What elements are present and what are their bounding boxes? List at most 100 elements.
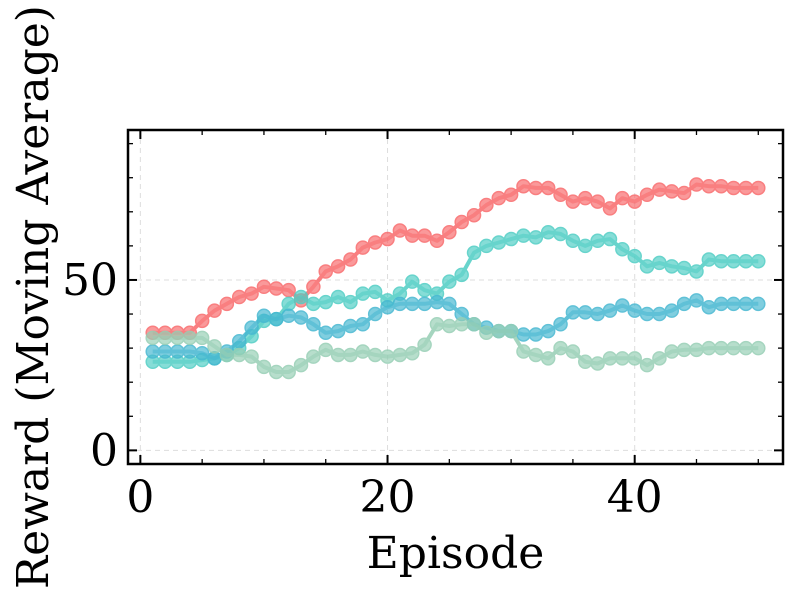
- series-point: [355, 286, 371, 301]
- series-point: [330, 259, 346, 274]
- x-axis-label: Episode: [367, 528, 545, 579]
- series-4: [145, 317, 766, 380]
- series-point: [404, 228, 420, 243]
- series-point: [244, 349, 259, 364]
- series-point: [269, 364, 284, 380]
- series-point: [256, 359, 272, 375]
- series-point: [442, 318, 457, 334]
- series-point: [306, 279, 321, 295]
- series-point: [676, 342, 692, 358]
- series-point: [664, 344, 680, 359]
- series-point: [281, 364, 296, 380]
- series-point: [479, 325, 494, 341]
- series-point: [627, 303, 642, 318]
- series-point: [751, 340, 766, 356]
- series-point: [466, 245, 482, 260]
- series-point: [417, 282, 432, 298]
- series-point: [330, 323, 346, 339]
- series-point: [676, 185, 692, 201]
- series-point: [256, 279, 272, 295]
- series-3: [145, 293, 766, 366]
- series-point: [701, 178, 717, 194]
- series-point: [615, 242, 630, 257]
- series-point: [516, 178, 531, 194]
- series-point: [726, 253, 741, 269]
- series-point: [639, 357, 655, 373]
- series-point: [578, 190, 593, 206]
- series-point: [528, 347, 544, 363]
- series-point: [207, 339, 222, 354]
- series-point: [726, 340, 741, 356]
- series-point: [429, 294, 445, 310]
- series-point: [454, 267, 469, 283]
- series-point: [639, 187, 655, 203]
- series-point: [417, 296, 432, 312]
- series-point: [540, 351, 556, 366]
- series-point: [713, 178, 729, 194]
- series-point: [553, 226, 568, 242]
- series-point: [602, 231, 618, 247]
- series-point: [615, 298, 630, 313]
- series-point: [269, 281, 284, 296]
- series-point: [578, 354, 593, 370]
- series-point: [565, 194, 581, 209]
- axis-ticks: 0 20 40 0 50: [62, 130, 783, 523]
- series-point: [503, 323, 519, 339]
- series-point: [231, 347, 247, 363]
- series-point: [751, 253, 766, 269]
- series-point: [380, 349, 395, 364]
- series-point: [565, 305, 581, 320]
- series-point: [639, 259, 655, 274]
- series-point: [318, 342, 333, 358]
- series-point: [367, 306, 383, 322]
- series-point: [664, 303, 680, 318]
- series-point: [553, 317, 568, 332]
- series-point: [231, 289, 247, 305]
- series-point: [689, 293, 704, 308]
- series-point: [590, 233, 605, 249]
- series-point: [367, 347, 383, 363]
- series-point: [627, 351, 642, 366]
- series-point: [281, 282, 296, 298]
- series-point: [306, 317, 321, 332]
- series-point: [479, 238, 494, 254]
- series-point: [701, 252, 717, 267]
- series-point: [330, 347, 346, 363]
- series-point: [281, 296, 296, 312]
- series-point: [442, 296, 457, 312]
- series-point: [565, 233, 581, 249]
- series-1: [145, 177, 766, 341]
- series-point: [602, 201, 618, 216]
- series-point: [491, 323, 507, 339]
- series-point: [293, 310, 309, 325]
- series-point: [602, 351, 618, 366]
- series-point: [713, 296, 729, 312]
- series-point: [417, 228, 432, 243]
- series-point: [553, 340, 568, 356]
- series-point: [343, 252, 358, 267]
- series-point: [219, 296, 235, 312]
- series-point: [157, 344, 173, 359]
- series-point: [367, 235, 383, 250]
- series-point: [503, 187, 519, 203]
- series-point: [207, 351, 222, 366]
- series-point: [404, 296, 420, 312]
- series-point: [182, 330, 198, 346]
- series-point: [454, 214, 469, 230]
- series-point: [454, 317, 469, 332]
- series-point: [157, 330, 173, 346]
- series-point: [615, 190, 630, 206]
- series-point: [540, 180, 556, 196]
- series-point: [170, 330, 185, 346]
- series-point: [306, 296, 321, 312]
- series-point: [491, 190, 507, 206]
- series-point: [516, 344, 531, 359]
- series-point: [516, 228, 531, 243]
- series-point: [553, 187, 568, 203]
- series-point: [540, 224, 556, 240]
- series-point: [355, 317, 371, 332]
- series-point: [256, 308, 272, 323]
- series-point: [565, 344, 581, 359]
- series-point: [466, 317, 482, 332]
